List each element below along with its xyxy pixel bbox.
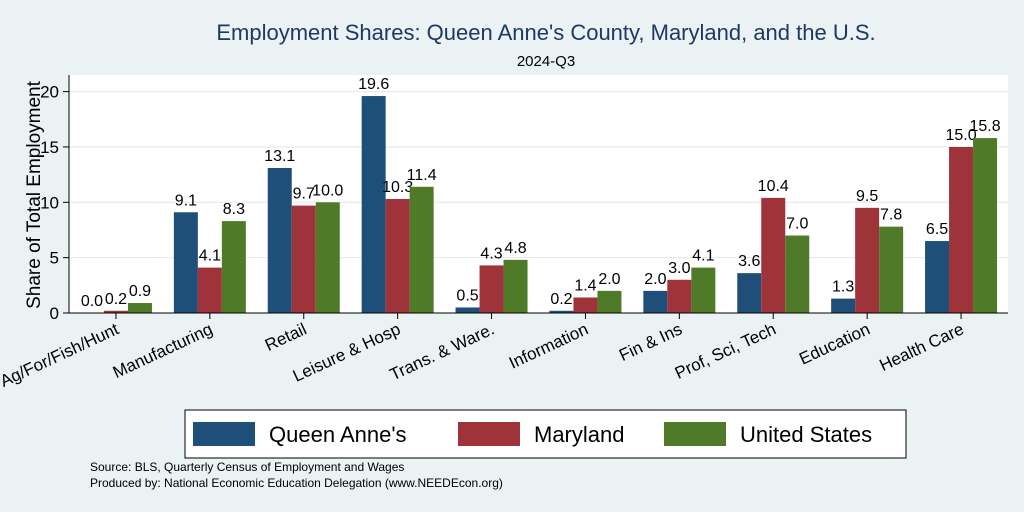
bar	[267, 167, 292, 313]
y-axis-label: Share of Total Employment	[24, 80, 45, 308]
data-label: 3.0	[668, 260, 690, 277]
bar	[173, 212, 198, 313]
data-label: 10.3	[382, 179, 413, 196]
bar	[221, 221, 246, 313]
bar	[127, 303, 152, 313]
data-label: 9.7	[293, 186, 315, 203]
bar	[973, 138, 998, 313]
data-label: 15.8	[969, 118, 1000, 135]
data-label: 3.6	[738, 253, 760, 270]
bar	[643, 290, 668, 313]
legend-box	[184, 409, 907, 459]
data-label: 8.3	[223, 201, 245, 218]
data-label: 1.4	[574, 278, 596, 295]
data-label: 0.9	[129, 283, 151, 300]
data-label: 15.0	[945, 127, 976, 144]
data-label: 7.0	[786, 216, 808, 233]
bar	[573, 297, 598, 313]
data-label: 4.8	[504, 240, 526, 257]
data-label: 0.2	[550, 291, 572, 308]
data-label: 9.5	[856, 188, 878, 205]
bar	[197, 267, 222, 313]
data-label: 4.1	[692, 248, 714, 265]
source-note: Source: BLS, Quarterly Census of Employm…	[90, 460, 404, 474]
bar	[315, 202, 340, 313]
data-label: 0.2	[105, 291, 127, 308]
data-label: 0.5	[456, 287, 478, 304]
data-label: 10.4	[758, 178, 789, 195]
bar	[549, 310, 574, 313]
data-label: 2.0	[644, 271, 666, 288]
bar	[385, 198, 410, 313]
data-label: 19.6	[358, 76, 389, 93]
data-label: 11.4	[407, 167, 437, 184]
legend-swatch	[664, 422, 726, 446]
legend-swatch	[458, 422, 520, 446]
bar	[479, 265, 504, 313]
producer-note: Produced by: National Economic Education…	[90, 476, 503, 490]
bar	[597, 290, 622, 313]
bar	[925, 241, 950, 313]
legend-label: Queen Anne's	[269, 422, 407, 447]
legend-label: Maryland	[534, 422, 624, 447]
bar	[667, 279, 692, 313]
data-label: 0.0	[81, 293, 103, 310]
bars: 0.0 0.2 0.99.14.18.313.19.710.019.610.311.…	[81, 76, 1001, 313]
bar	[503, 259, 528, 313]
chart-title: Employment Shares: Queen Anne's County, …	[216, 20, 875, 45]
y-tick-label: 10	[40, 193, 59, 212]
bar	[409, 186, 434, 313]
bar	[879, 226, 904, 313]
data-label: 13.1	[264, 148, 295, 165]
bar	[291, 205, 316, 313]
y-tick-label: 15	[40, 138, 59, 157]
bar	[949, 146, 974, 313]
bar	[103, 310, 128, 313]
chart-subtitle: 2024-Q3	[517, 53, 575, 70]
data-label: 4.3	[480, 245, 502, 262]
y-tick-label: 0	[50, 304, 59, 323]
bar	[761, 197, 786, 313]
legend-label: United States	[740, 422, 872, 447]
bar	[785, 235, 810, 313]
bar	[691, 267, 716, 313]
data-label: 2.0	[598, 271, 620, 288]
legend: Queen Anne's Maryland United States	[184, 409, 907, 459]
bar	[361, 96, 386, 313]
data-label: 7.8	[880, 207, 902, 224]
data-label: 6.5	[926, 221, 948, 238]
bar	[737, 273, 762, 313]
data-label: 4.1	[199, 248, 221, 265]
bar	[855, 207, 880, 313]
bar	[455, 307, 480, 313]
y-tick-label: 20	[40, 83, 59, 102]
legend-swatch	[193, 422, 255, 446]
bar	[831, 298, 856, 313]
data-label: 1.3	[832, 279, 854, 296]
data-label: 10.0	[312, 182, 343, 199]
y-tick-label: 5	[50, 249, 59, 268]
data-label: 9.1	[175, 192, 197, 209]
